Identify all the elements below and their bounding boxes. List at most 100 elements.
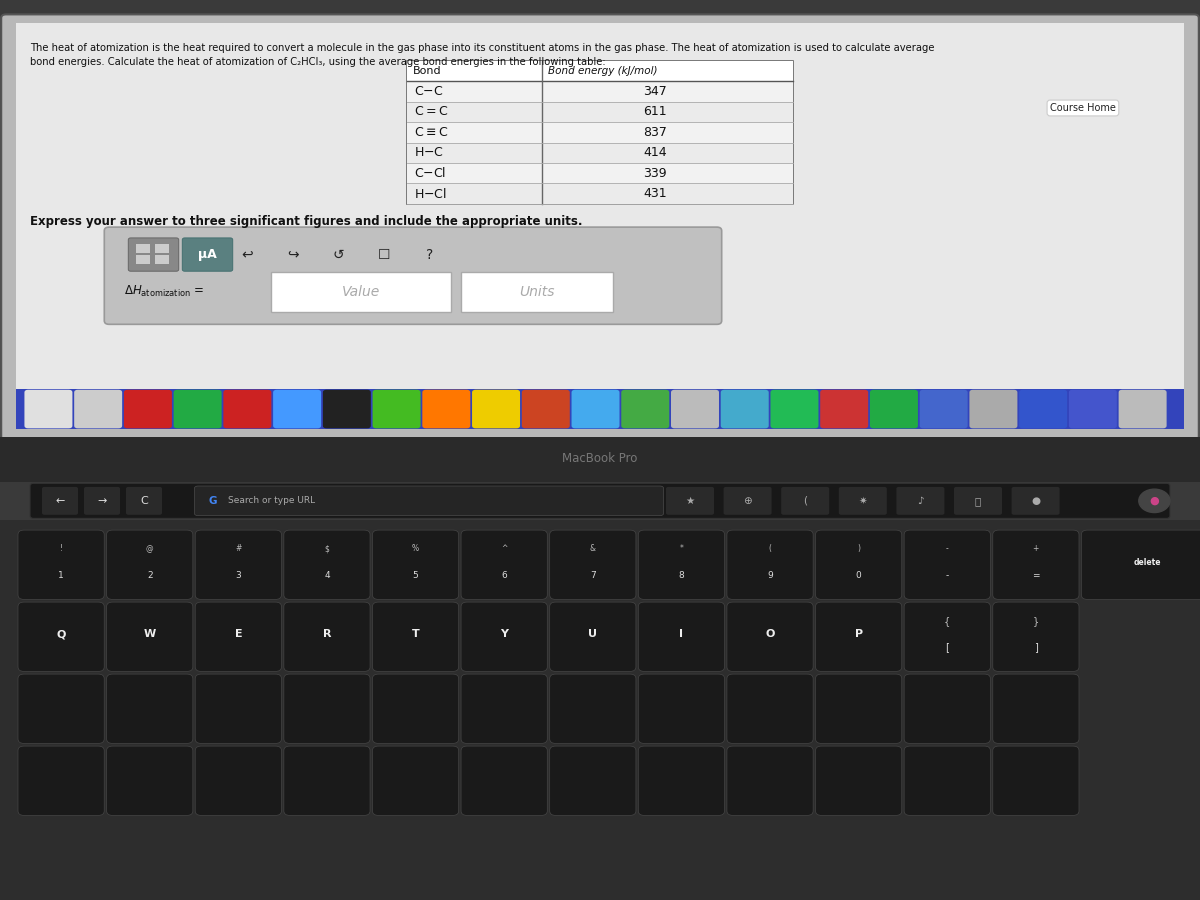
- Bar: [136, 255, 150, 264]
- Text: →: →: [97, 496, 107, 506]
- Text: W: W: [144, 629, 156, 639]
- Text: 347: 347: [643, 86, 667, 98]
- Bar: [16, 389, 1184, 429]
- FancyBboxPatch shape: [461, 746, 547, 815]
- FancyBboxPatch shape: [904, 602, 990, 671]
- FancyBboxPatch shape: [107, 530, 193, 599]
- FancyBboxPatch shape: [1118, 390, 1166, 428]
- FancyBboxPatch shape: [196, 746, 282, 815]
- Bar: [0, 436, 1200, 482]
- FancyBboxPatch shape: [372, 674, 458, 743]
- Text: C: C: [140, 496, 148, 506]
- FancyBboxPatch shape: [472, 390, 520, 428]
- Text: (: (: [803, 496, 808, 506]
- Text: Y: Y: [500, 629, 508, 639]
- FancyBboxPatch shape: [104, 227, 721, 324]
- FancyBboxPatch shape: [1012, 487, 1060, 515]
- Text: *: *: [679, 544, 683, 554]
- Text: -: -: [946, 544, 949, 554]
- Text: I: I: [679, 629, 684, 639]
- FancyBboxPatch shape: [30, 483, 1170, 518]
- Bar: [155, 244, 169, 253]
- Bar: [407, 61, 793, 81]
- FancyBboxPatch shape: [284, 674, 370, 743]
- Text: {: {: [944, 616, 950, 625]
- FancyBboxPatch shape: [550, 530, 636, 599]
- Text: G: G: [208, 496, 217, 506]
- FancyBboxPatch shape: [194, 486, 664, 516]
- Bar: [136, 244, 150, 253]
- FancyBboxPatch shape: [638, 602, 725, 671]
- FancyBboxPatch shape: [727, 746, 814, 815]
- Text: U: U: [588, 629, 598, 639]
- Text: The heat of atomization is the heat required to convert a molecule in the gas ph: The heat of atomization is the heat requ…: [30, 42, 934, 52]
- FancyBboxPatch shape: [550, 602, 636, 671]
- FancyBboxPatch shape: [24, 390, 72, 428]
- FancyBboxPatch shape: [638, 530, 725, 599]
- FancyBboxPatch shape: [372, 530, 458, 599]
- Text: O: O: [766, 629, 775, 639]
- Text: =: =: [1032, 571, 1039, 580]
- Text: 611: 611: [643, 105, 667, 119]
- Text: Q: Q: [56, 629, 66, 639]
- FancyBboxPatch shape: [821, 390, 868, 428]
- FancyBboxPatch shape: [781, 487, 829, 515]
- Text: 8: 8: [678, 571, 684, 580]
- Bar: [16, 22, 1184, 429]
- Bar: [407, 61, 793, 203]
- FancyBboxPatch shape: [1081, 530, 1200, 599]
- FancyBboxPatch shape: [284, 530, 370, 599]
- FancyBboxPatch shape: [816, 530, 901, 599]
- Text: $\Delta H_{\mathrm{atomization}}$ =: $\Delta H_{\mathrm{atomization}}$ =: [124, 284, 204, 300]
- Text: ?: ?: [426, 248, 433, 262]
- Text: 9: 9: [767, 571, 773, 580]
- FancyBboxPatch shape: [970, 390, 1018, 428]
- FancyBboxPatch shape: [992, 602, 1079, 671]
- FancyBboxPatch shape: [550, 746, 636, 815]
- FancyBboxPatch shape: [770, 390, 818, 428]
- FancyBboxPatch shape: [42, 487, 78, 515]
- FancyBboxPatch shape: [223, 390, 271, 428]
- Text: ✷: ✷: [858, 496, 868, 506]
- Text: [: [: [946, 643, 949, 652]
- Text: P: P: [854, 629, 863, 639]
- FancyBboxPatch shape: [107, 674, 193, 743]
- Text: -: -: [946, 571, 949, 580]
- FancyBboxPatch shape: [182, 238, 233, 271]
- FancyBboxPatch shape: [550, 674, 636, 743]
- Text: ↪: ↪: [287, 248, 299, 262]
- Text: ↺: ↺: [332, 248, 344, 262]
- FancyBboxPatch shape: [992, 530, 1079, 599]
- FancyBboxPatch shape: [816, 674, 901, 743]
- FancyBboxPatch shape: [727, 530, 814, 599]
- Bar: [0, 520, 1200, 900]
- FancyBboxPatch shape: [126, 487, 162, 515]
- Bar: [407, 81, 793, 102]
- Text: $\mathregular{H{-}Cl}$: $\mathregular{H{-}Cl}$: [414, 186, 448, 201]
- Text: Express your answer to three significant figures and include the appropriate uni: Express your answer to three significant…: [30, 214, 582, 228]
- FancyBboxPatch shape: [904, 530, 990, 599]
- FancyBboxPatch shape: [816, 746, 901, 815]
- FancyBboxPatch shape: [372, 390, 420, 428]
- Text: &: &: [590, 544, 596, 554]
- Text: μA: μA: [198, 248, 217, 261]
- Bar: [461, 272, 613, 311]
- Text: 4: 4: [324, 571, 330, 580]
- FancyBboxPatch shape: [666, 487, 714, 515]
- Text: ♪: ♪: [917, 496, 924, 506]
- FancyBboxPatch shape: [107, 602, 193, 671]
- FancyBboxPatch shape: [638, 746, 725, 815]
- Bar: [407, 163, 793, 184]
- FancyBboxPatch shape: [422, 390, 470, 428]
- FancyBboxPatch shape: [954, 487, 1002, 515]
- Text: Bond: Bond: [413, 67, 442, 76]
- FancyBboxPatch shape: [727, 674, 814, 743]
- Text: #: #: [235, 544, 241, 554]
- Text: E: E: [234, 629, 242, 639]
- Bar: [271, 272, 451, 311]
- FancyBboxPatch shape: [74, 390, 122, 428]
- FancyBboxPatch shape: [727, 602, 814, 671]
- Text: ☐: ☐: [378, 248, 390, 262]
- FancyBboxPatch shape: [904, 746, 990, 815]
- FancyBboxPatch shape: [724, 487, 772, 515]
